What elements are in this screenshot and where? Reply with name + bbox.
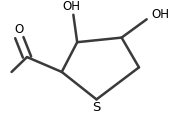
Text: OH: OH bbox=[151, 8, 169, 21]
Text: OH: OH bbox=[62, 0, 80, 13]
Text: S: S bbox=[92, 101, 101, 114]
Text: O: O bbox=[15, 23, 24, 36]
